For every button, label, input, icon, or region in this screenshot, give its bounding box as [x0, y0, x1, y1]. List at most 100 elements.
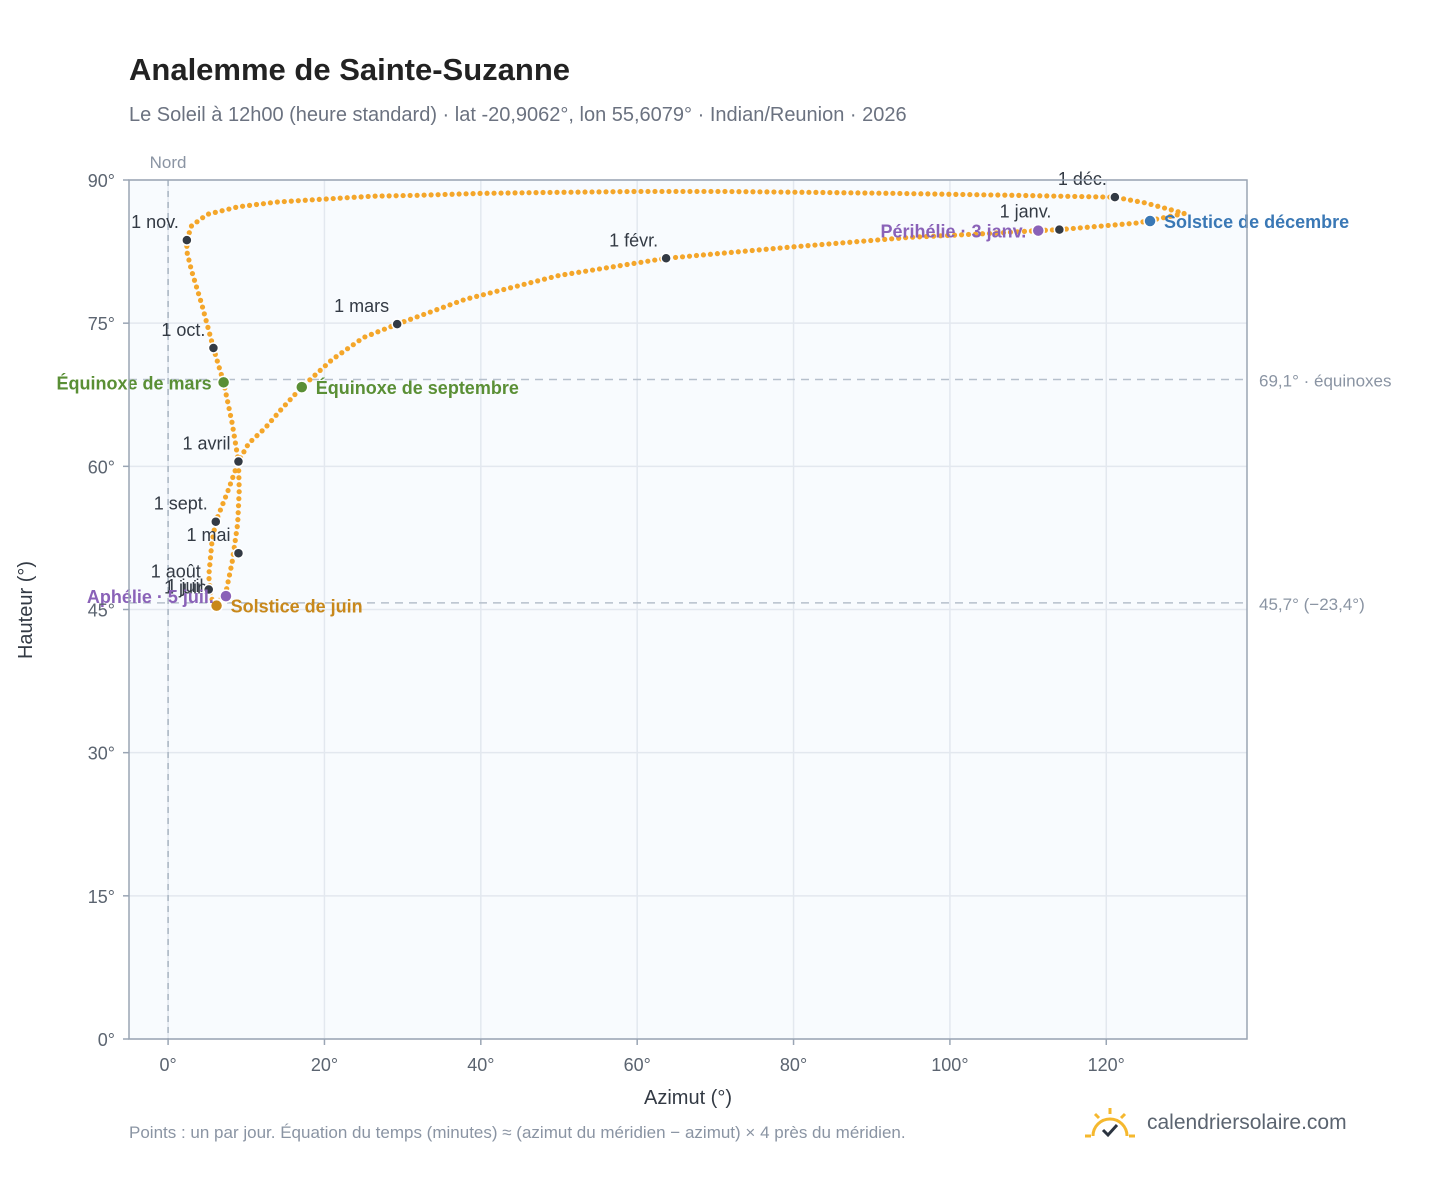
day-dot: [742, 248, 748, 254]
day-dot: [188, 223, 195, 229]
day-dot: [400, 192, 406, 199]
day-dot: [960, 191, 966, 198]
month-marker-label: 1 janv.: [1000, 202, 1052, 222]
day-dot: [749, 247, 755, 254]
day-dot: [521, 281, 527, 287]
day-dot: [379, 193, 385, 199]
day-dot: [368, 331, 375, 337]
day-dot: [249, 437, 255, 444]
day-dot: [407, 192, 413, 199]
day-dot: [350, 342, 356, 348]
day-dot: [351, 194, 357, 200]
day-dot: [239, 203, 246, 209]
day-dot: [356, 338, 362, 344]
day-dot: [939, 191, 945, 197]
day-dot: [309, 197, 315, 203]
brand[interactable]: calendriersolaire.com: [1083, 1103, 1347, 1143]
day-dot: [235, 503, 242, 509]
day-dot: [770, 246, 776, 252]
day-dot: [236, 482, 242, 488]
month-marker-label: 1 juil.: [167, 576, 209, 596]
day-dot: [1121, 196, 1127, 202]
day-dot: [764, 189, 770, 195]
day-dot: [264, 423, 270, 429]
day-dot: [617, 263, 623, 269]
day-dot: [1009, 192, 1015, 198]
day-dot: [273, 412, 279, 418]
event-marker-dot: [1143, 214, 1157, 228]
day-dot: [603, 189, 609, 195]
day-dot: [946, 191, 952, 197]
day-dot: [848, 190, 854, 196]
day-dot: [548, 274, 554, 281]
month-marker-label: 1 févr.: [609, 230, 658, 250]
month-marker-label: 1 avril: [182, 434, 230, 454]
day-dot: [358, 194, 364, 200]
day-dot: [981, 192, 987, 198]
day-dot: [460, 297, 466, 303]
day-dot: [937, 233, 944, 239]
day-dot: [735, 249, 741, 255]
day-dot: [194, 219, 200, 225]
day-dot: [208, 338, 215, 344]
event-markers: Équinoxe de mars Équinoxe de septembre Sol…: [57, 212, 1350, 617]
day-dot: [792, 189, 798, 195]
day-dot: [1141, 200, 1147, 206]
day-dot: [876, 190, 882, 196]
day-dot: [214, 358, 220, 364]
day-dot: [1100, 194, 1106, 200]
day-dot: [317, 367, 323, 374]
day-dot: [1049, 227, 1055, 233]
day-dot: [206, 576, 212, 582]
day-dot: [188, 264, 194, 270]
day-dot: [1127, 197, 1134, 203]
day-dot: [1168, 207, 1174, 213]
day-dot: [1079, 193, 1085, 200]
day-dot: [220, 500, 226, 507]
day-dot: [1148, 201, 1154, 208]
day-dot: [861, 238, 867, 244]
day-dot: [442, 191, 448, 198]
day-dot: [414, 314, 420, 320]
day-dot: [226, 405, 232, 412]
day-dot: [427, 309, 433, 315]
day-dot: [186, 257, 192, 263]
day-dot: [944, 232, 951, 239]
day-dot: [847, 239, 853, 245]
day-dot: [707, 251, 714, 257]
day-dot: [875, 237, 881, 243]
day-dot: [1155, 203, 1161, 209]
day-dot: [757, 189, 763, 195]
day-dot: [1105, 222, 1111, 229]
day-dot: [722, 188, 728, 195]
day-dot: [958, 232, 965, 238]
day-dot: [372, 193, 378, 199]
day-dot: [1161, 205, 1168, 211]
day-dot: [596, 266, 603, 272]
month-marker-label: 1 oct.: [161, 320, 205, 340]
day-dot: [778, 189, 784, 195]
day-dot: [673, 188, 679, 195]
day-dot: [278, 407, 284, 413]
day-dot: [287, 397, 293, 403]
day-dot: [953, 191, 959, 197]
day-dot: [1084, 224, 1090, 230]
day-dot: [910, 234, 916, 240]
x-axis-ticks: 0° 20° 40° 60° 80° 100° 120°: [159, 1039, 1125, 1075]
day-dot: [233, 447, 240, 453]
day-dot: [225, 399, 231, 405]
day-dot: [904, 190, 910, 197]
day-dot: [645, 258, 651, 264]
month-marker-dot: [181, 234, 193, 246]
day-dot: [763, 246, 769, 252]
day-dot: [554, 189, 560, 195]
day-dot: [686, 253, 693, 259]
day-dot: [819, 241, 825, 248]
day-dot: [1021, 228, 1028, 234]
day-dot: [568, 189, 574, 195]
north-label: Nord: [150, 153, 187, 172]
day-dot: [736, 189, 742, 195]
day-dot: [701, 188, 707, 195]
day-dot: [223, 392, 229, 398]
day-dot: [854, 239, 860, 245]
